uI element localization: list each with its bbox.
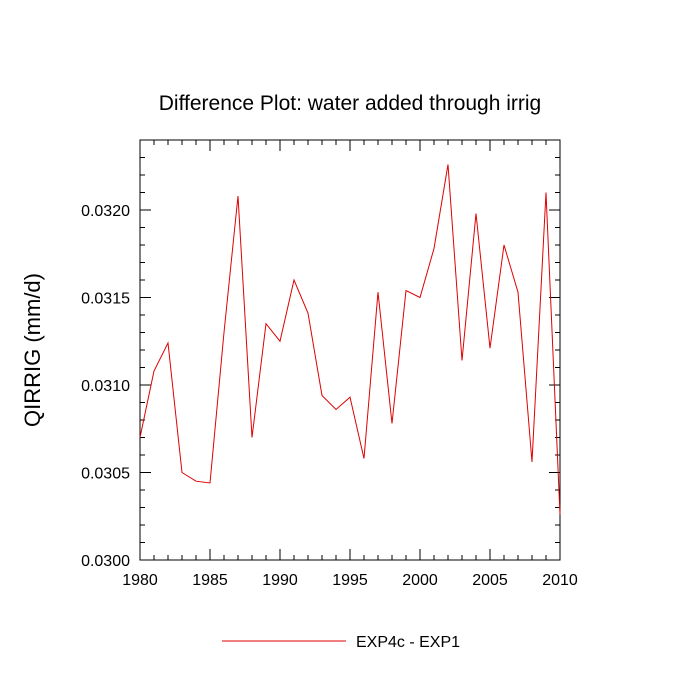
x-tick-label: 1980	[122, 572, 158, 589]
y-tick-label: 0.0310	[81, 378, 130, 395]
y-tick-label: 0.0320	[81, 203, 130, 220]
axes: 1980 1985 1990 1995 2000 2005 2010 0.0300 0.0305…	[81, 139, 578, 589]
legend-entry-label: EXP4c - EXP1	[356, 634, 460, 651]
x-tick-label: 2005	[472, 572, 508, 589]
x-tick-label: 1995	[332, 572, 368, 589]
x-tick-label: 1990	[262, 572, 298, 589]
y-axis-label: QIRRIG (mm/d)	[20, 273, 45, 427]
chart-title: Difference Plot: water added through irr…	[159, 92, 542, 115]
y-tick-label: 0.0305	[81, 466, 130, 483]
x-tick-label: 2010	[542, 572, 578, 589]
y-tick-label: 0.0300	[81, 553, 130, 570]
x-tick-label: 1985	[192, 572, 228, 589]
plot-frame	[139, 139, 561, 561]
series-group	[139, 164, 561, 515]
x-tick-label: 2000	[402, 572, 438, 589]
series-line	[139, 164, 561, 515]
y-tick-label: 0.0315	[81, 291, 130, 308]
legend: EXP4c - EXP1	[222, 634, 460, 651]
